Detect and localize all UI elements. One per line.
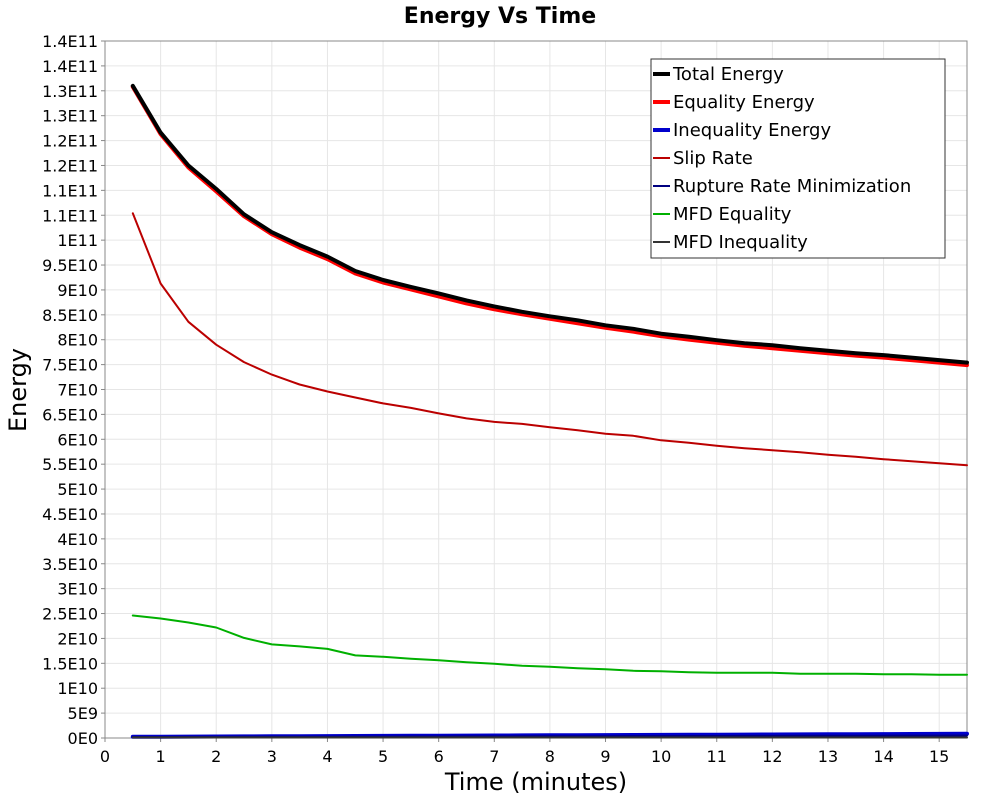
y-tick-label: 7E10: [57, 381, 98, 400]
legend-label: Slip Rate: [673, 148, 753, 169]
y-tick-label: 4.5E10: [42, 505, 98, 524]
y-tick-label: 5E9: [68, 704, 98, 723]
x-tick-label: 3: [267, 747, 277, 766]
y-tick-label: 1.1E11: [42, 181, 98, 200]
x-tick-label: 10: [651, 747, 671, 766]
y-tick-label: 1.4E11: [42, 32, 98, 51]
legend-label: MFD Equality: [673, 204, 792, 225]
y-tick-label: 1.2E11: [42, 132, 98, 151]
y-axis-title: Energy: [4, 348, 32, 432]
x-tick-label: 15: [929, 747, 949, 766]
y-tick-label: 9E10: [57, 281, 98, 300]
y-tick-label: 2E10: [57, 629, 98, 648]
legend-label: Rupture Rate Minimization: [673, 176, 911, 197]
y-tick-label: 9.5E10: [42, 256, 98, 275]
x-tick-label: 12: [762, 747, 782, 766]
legend-label: Inequality Energy: [673, 120, 831, 141]
x-tick-label: 13: [818, 747, 838, 766]
legend-label: MFD Inequality: [673, 232, 808, 253]
x-tick-label: 11: [707, 747, 727, 766]
y-tick-label: 5E10: [57, 480, 98, 499]
y-tick-label: 8E10: [57, 331, 98, 350]
x-tick-label: 4: [322, 747, 332, 766]
y-tick-label: 8.5E10: [42, 306, 98, 325]
y-tick-label: 1.3E11: [42, 107, 98, 126]
x-axis-title: Time (minutes): [444, 768, 627, 796]
y-tick-label: 0E0: [68, 729, 98, 748]
series-line-slip-rate: [131, 212, 968, 467]
y-tick-label: 6E10: [57, 430, 98, 449]
x-tick-label: 5: [378, 747, 388, 766]
y-tick-label: 7.5E10: [42, 356, 98, 375]
y-tick-label: 1.2E11: [42, 156, 98, 175]
y-tick-label: 5.5E10: [42, 455, 98, 474]
series-line-mfd-equality: [131, 614, 968, 676]
y-tick-label: 1E10: [57, 679, 98, 698]
x-tick-label: 1: [156, 747, 166, 766]
legend: Total Energy Equality Energy Inequality En…: [650, 58, 946, 259]
y-tick-label: 1.1E11: [42, 206, 98, 225]
y-axis: 0E0 5E9 1E10 1.5E10 2E10 2.5E10 3E10 3.5E10 4E10…: [42, 32, 105, 748]
y-tick-label: 4E10: [57, 530, 98, 549]
y-tick-label: 1.5E10: [42, 654, 98, 673]
x-tick-label: 8: [545, 747, 555, 766]
y-tick-label: 1E11: [57, 231, 98, 250]
x-tick-label: 7: [489, 747, 499, 766]
x-tick-label: 2: [211, 747, 221, 766]
x-axis: 0 1 2 3 4 5 6 7 8 9 10 11 12 13 14 15: [100, 738, 949, 766]
legend-label: Equality Energy: [673, 92, 815, 113]
chart-title: Energy Vs Time: [404, 4, 596, 29]
series-lines: [130, 83, 969, 739]
x-tick-label: 9: [600, 747, 610, 766]
y-tick-label: 2.5E10: [42, 605, 98, 624]
x-tick-label: 0: [100, 747, 110, 766]
legend-label: Total Energy: [672, 64, 784, 85]
series-line-total-energy: [130, 83, 969, 365]
y-tick-label: 6.5E10: [42, 405, 98, 424]
y-tick-label: 1.3E11: [42, 82, 98, 101]
x-tick-label: 14: [873, 747, 893, 766]
y-tick-label: 3E10: [57, 580, 98, 599]
y-tick-label: 3.5E10: [42, 555, 98, 574]
x-tick-label: 6: [434, 747, 444, 766]
y-tick-label: 1.4E11: [42, 57, 98, 76]
legend-box: [650, 58, 946, 259]
